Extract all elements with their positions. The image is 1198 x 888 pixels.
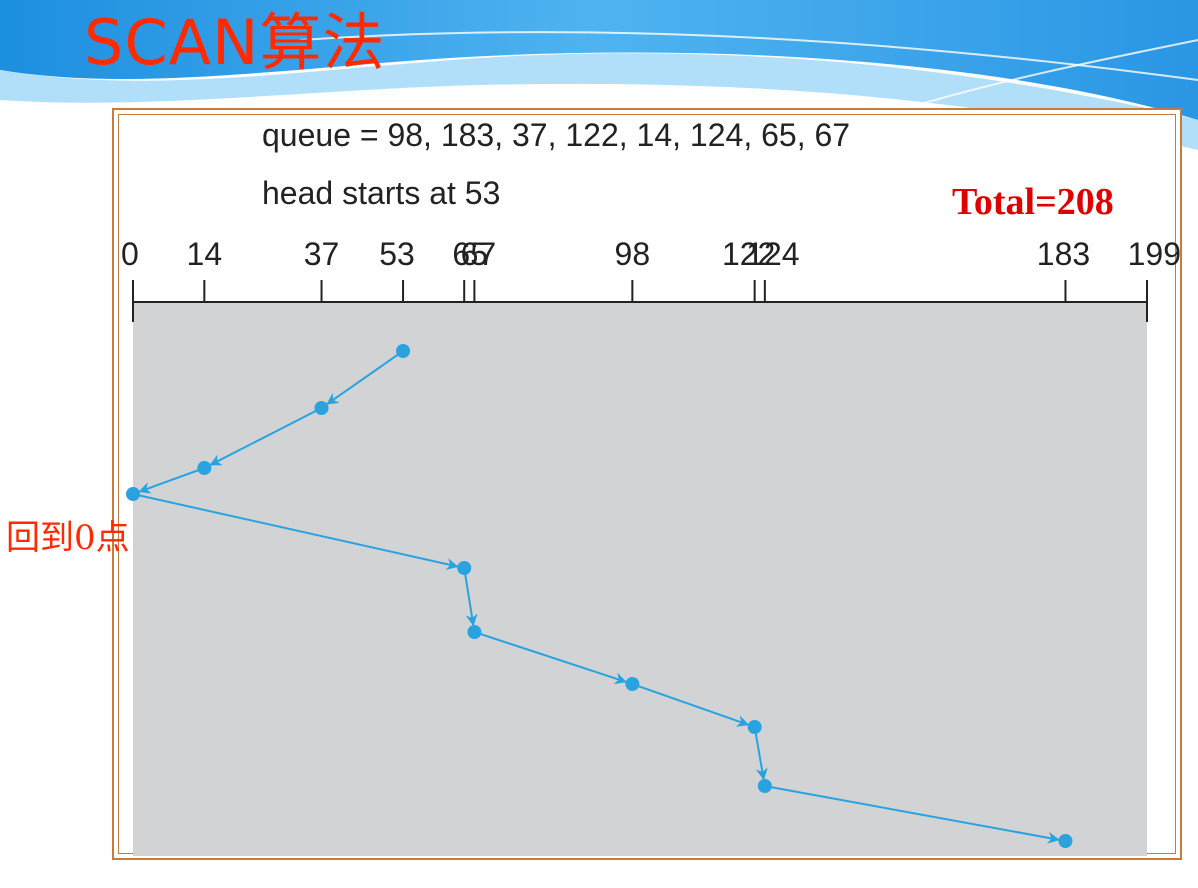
path-segment xyxy=(463,567,478,627)
path-segment xyxy=(764,785,1060,844)
request-point xyxy=(757,779,772,793)
plot-area xyxy=(133,302,1147,856)
path-segment xyxy=(132,493,459,570)
axis-tick-label: 65 xyxy=(452,236,488,272)
request-point xyxy=(747,720,762,734)
axis-tick-label: 122 xyxy=(722,236,775,272)
request-point xyxy=(396,344,411,358)
path-segment xyxy=(138,467,205,494)
path-segment xyxy=(474,631,627,685)
request-point xyxy=(467,625,482,639)
return-to-zero-note: 回到0点 xyxy=(6,518,130,558)
path-segment xyxy=(753,726,768,781)
request-point xyxy=(314,401,329,415)
head-start-text: head starts at 53 xyxy=(262,175,501,211)
path-segment xyxy=(632,683,750,727)
axis-tick-label: 67 xyxy=(461,236,497,272)
head-movement-path xyxy=(126,344,1073,848)
request-point xyxy=(126,487,140,501)
axis-tick-label: 183 xyxy=(1037,236,1090,272)
request-point xyxy=(1058,834,1073,848)
path-segment xyxy=(326,350,404,405)
axis-tick-label: 124 xyxy=(746,236,799,272)
queue-text: queue = 98, 183, 37, 122, 14, 124, 65, 6… xyxy=(262,117,851,153)
axis-tick-label: 53 xyxy=(379,236,415,272)
path-segment xyxy=(209,407,322,466)
total-seek-distance: Total=208 xyxy=(952,181,1114,223)
request-point xyxy=(457,561,472,575)
axis-tick-label: 0 xyxy=(121,236,139,272)
axis-tick-label: 37 xyxy=(304,236,340,272)
slide-title: SCAN算法 xyxy=(84,6,386,79)
axis-tick-label: 14 xyxy=(187,236,223,272)
request-point xyxy=(625,677,640,691)
axis-tick-label: 199 xyxy=(1128,236,1181,272)
request-point xyxy=(197,461,212,475)
axis-tick-label: 98 xyxy=(615,236,651,272)
